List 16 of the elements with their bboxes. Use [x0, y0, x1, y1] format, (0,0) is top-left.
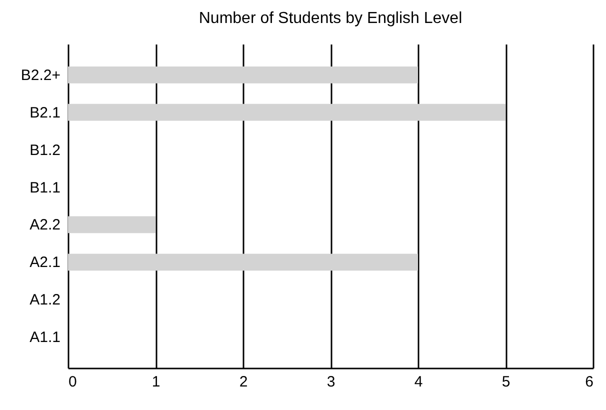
- y-tick-label: B1.1: [30, 179, 60, 196]
- x-tick-label: 4: [414, 374, 423, 390]
- chart-title: Number of Students by English Level: [198, 10, 462, 27]
- y-tick-label: B2.1: [30, 104, 60, 122]
- y-tick-label: A1.1: [30, 329, 60, 346]
- x-tick-label: 3: [326, 374, 336, 390]
- y-tick-label: A2.2: [30, 216, 60, 234]
- x-tick-label: 5: [502, 374, 510, 390]
- y-tick-label: B1.2: [30, 142, 60, 159]
- x-tick-label: 1: [152, 374, 160, 390]
- y-tick-label: A1.2: [30, 292, 60, 309]
- x-tick-label: 0: [68, 374, 77, 390]
- y-tick-label: B2.2+: [20, 66, 61, 84]
- x-tick-label: 6: [585, 374, 594, 390]
- x-tick-label: 2: [239, 374, 248, 390]
- y-tick-label: A2.1: [30, 254, 60, 272]
